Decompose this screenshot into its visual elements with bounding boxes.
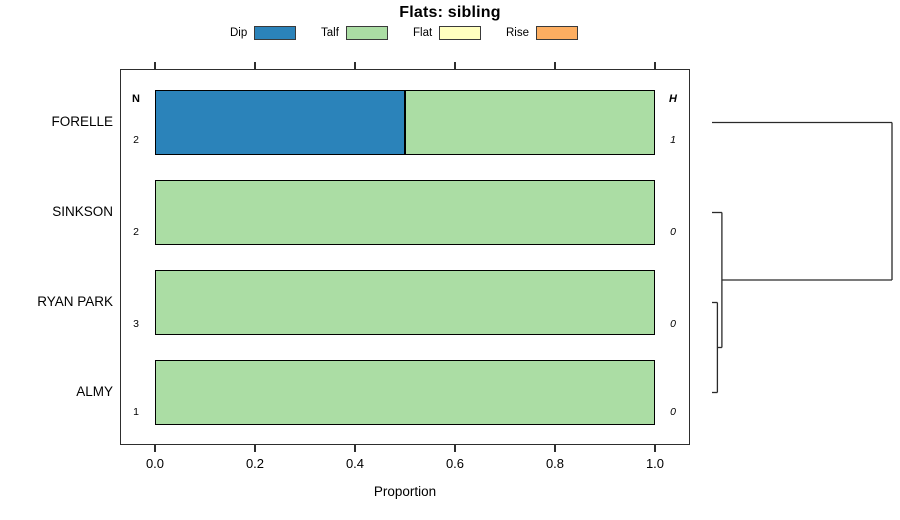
legend-swatch-flat bbox=[439, 26, 482, 40]
top-tick bbox=[554, 62, 556, 69]
legend-label-dip: Dip bbox=[230, 27, 248, 39]
bar-ryan-park bbox=[0, 270, 900, 335]
bar-segment-talf bbox=[405, 90, 655, 155]
legend-label-talf: Talf bbox=[321, 27, 339, 39]
legend-swatch-talf bbox=[345, 26, 388, 40]
bottom-tick bbox=[254, 445, 256, 452]
bar-segment-talf bbox=[155, 270, 655, 335]
legend-label-flat: Flat bbox=[413, 27, 433, 39]
h-value-sinkson: 0 bbox=[670, 226, 676, 238]
h-value-almy: 0 bbox=[670, 406, 676, 418]
x-tick-label: 0.8 bbox=[545, 456, 565, 471]
x-tick-label: 1.0 bbox=[645, 456, 665, 471]
h-column-header: H bbox=[669, 93, 677, 105]
bottom-tick bbox=[654, 445, 656, 452]
bottom-tick bbox=[354, 445, 356, 452]
bar-segment-dip bbox=[155, 90, 405, 155]
top-tick bbox=[254, 62, 256, 69]
row-label-forelle: FORELLE bbox=[51, 114, 113, 129]
bottom-tick bbox=[554, 445, 556, 452]
bottom-tick bbox=[454, 445, 456, 452]
plot-area bbox=[120, 69, 690, 445]
bar-forelle bbox=[0, 90, 900, 155]
bar-sinkson bbox=[0, 180, 900, 245]
top-tick bbox=[454, 62, 456, 69]
legend-swatch-rise bbox=[536, 26, 579, 40]
bar-segment-talf bbox=[155, 180, 655, 245]
chart-title: Flats: sibling bbox=[399, 4, 501, 21]
n-value-ryan-park: 3 bbox=[133, 318, 139, 330]
top-tick bbox=[654, 62, 656, 69]
x-tick-label: 0.0 bbox=[145, 456, 165, 471]
legend-label-rise: Rise bbox=[506, 27, 530, 39]
n-value-sinkson: 2 bbox=[133, 226, 139, 238]
top-tick bbox=[154, 62, 156, 69]
x-tick-label: 0.4 bbox=[345, 456, 365, 471]
x-tick-label: 0.2 bbox=[245, 456, 265, 471]
top-tick bbox=[354, 62, 356, 69]
row-label-ryan-park: RYAN PARK bbox=[37, 294, 113, 309]
legend-item-dip: Dip bbox=[230, 26, 297, 40]
legend-item-rise: Rise bbox=[506, 26, 579, 40]
legend-item-flat: Flat bbox=[413, 26, 482, 40]
legend-item-talf: Talf bbox=[321, 26, 388, 40]
row-label-sinkson: SINKSON bbox=[52, 204, 113, 219]
legend-swatch-dip bbox=[254, 26, 297, 40]
x-axis-title: Proportion bbox=[373, 484, 437, 499]
h-value-forelle: 1 bbox=[670, 134, 676, 146]
bar-almy bbox=[0, 360, 900, 425]
h-value-ryan-park: 0 bbox=[670, 318, 676, 330]
row-label-almy: ALMY bbox=[76, 384, 113, 399]
bottom-tick bbox=[154, 445, 156, 452]
n-column-header: N bbox=[132, 93, 140, 105]
n-value-forelle: 2 bbox=[133, 134, 139, 146]
bar-segment-talf bbox=[155, 360, 655, 425]
x-tick-label: 0.6 bbox=[445, 456, 465, 471]
n-value-almy: 1 bbox=[133, 406, 139, 418]
